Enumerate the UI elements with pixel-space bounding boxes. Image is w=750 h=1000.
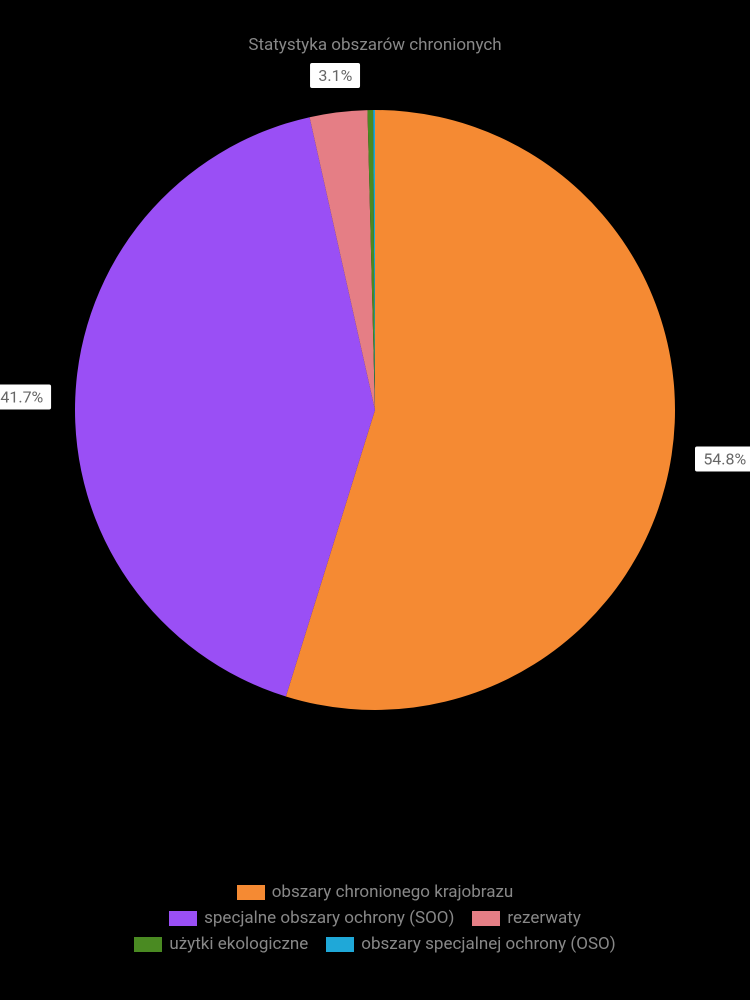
legend-label: specjalne obszary ochrony (SOO) xyxy=(204,908,454,928)
legend-swatch xyxy=(237,885,265,900)
slice-label: 41.7% xyxy=(0,384,51,409)
chart-container: Statystyka obszarów chronionych 54.8%41.… xyxy=(0,0,750,1000)
legend-row: użytki ekologiczne obszary specjalnej och… xyxy=(30,934,720,954)
legend-item: użytki ekologiczne xyxy=(134,934,308,954)
legend-label: obszary chronionego krajobrazu xyxy=(272,882,514,902)
legend-label: obszary specjalnej ochrony (OSO) xyxy=(361,934,615,954)
legend-swatch xyxy=(472,911,500,926)
legend-swatch xyxy=(326,937,354,952)
legend-label: rezerwaty xyxy=(507,908,580,928)
slice-label: 3.1% xyxy=(310,63,360,88)
legend-row: specjalne obszary ochrony (SOO) rezerwaty xyxy=(30,908,720,928)
legend-item: obszary chronionego krajobrazu xyxy=(237,882,514,902)
chart-legend: obszary chronionego krajobrazu specjalne … xyxy=(0,882,750,960)
legend-item: specjalne obszary ochrony (SOO) xyxy=(169,908,454,928)
pie-chart: 54.8%41.7%3.1% xyxy=(75,110,675,710)
legend-item: obszary specjalnej ochrony (OSO) xyxy=(326,934,615,954)
legend-item: rezerwaty xyxy=(472,908,580,928)
slice-label: 54.8% xyxy=(695,446,750,471)
chart-title: Statystyka obszarów chronionych xyxy=(0,0,750,55)
legend-row: obszary chronionego krajobrazu xyxy=(30,882,720,902)
legend-swatch xyxy=(169,911,197,926)
legend-swatch xyxy=(134,937,162,952)
legend-label: użytki ekologiczne xyxy=(169,934,308,954)
